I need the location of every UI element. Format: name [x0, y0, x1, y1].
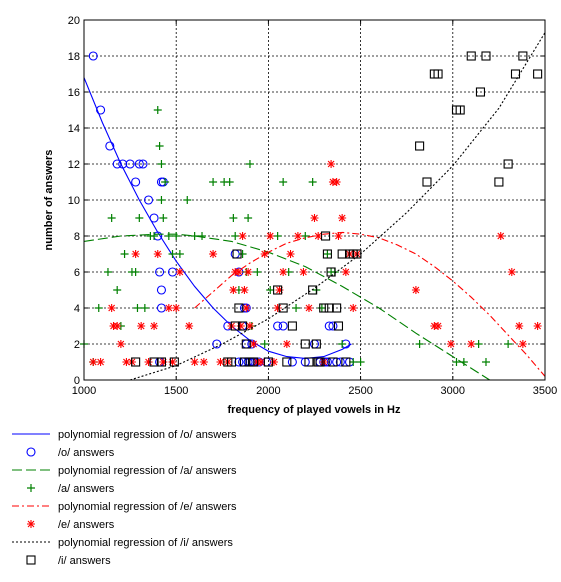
data-point	[275, 286, 283, 294]
data-point	[508, 268, 516, 276]
data-point	[342, 268, 350, 276]
data-point	[240, 286, 248, 294]
data-point	[246, 322, 254, 330]
data-point	[235, 268, 243, 276]
data-point	[165, 304, 173, 312]
data-point	[515, 322, 523, 330]
data-point	[108, 304, 116, 312]
x-tick-label: 1500	[164, 385, 188, 397]
data-point	[270, 358, 278, 366]
data-point	[200, 358, 208, 366]
y-tick-label: 16	[68, 87, 80, 99]
data-point	[250, 340, 258, 348]
y-tick-label: 2	[74, 339, 80, 351]
legend: polynomial regression of /o/ answers/o/ …	[12, 429, 237, 567]
data-point	[237, 322, 245, 330]
legend-item: /i/ answers	[27, 555, 111, 567]
data-point	[89, 358, 97, 366]
data-point	[447, 340, 455, 348]
legend-marker-swatch	[27, 556, 35, 564]
data-point	[534, 322, 542, 330]
data-point	[172, 304, 180, 312]
legend-label: /o/ answers	[58, 447, 115, 459]
data-point	[257, 358, 265, 366]
data-point	[229, 286, 237, 294]
y-tick-label: 0	[74, 375, 80, 387]
y-tick-label: 20	[68, 15, 80, 27]
legend-label: /e/ answers	[58, 519, 115, 531]
data-point	[412, 286, 420, 294]
data-point	[305, 304, 313, 312]
data-point	[334, 232, 342, 240]
data-point	[333, 178, 341, 186]
data-point	[349, 304, 357, 312]
legend-marker-swatch	[27, 520, 35, 528]
data-point	[145, 358, 153, 366]
data-point	[519, 340, 527, 348]
legend-marker-swatch	[27, 448, 35, 456]
data-point	[113, 322, 121, 330]
data-point	[314, 232, 322, 240]
data-point	[279, 268, 287, 276]
legend-label: /i/ answers	[58, 555, 111, 567]
legend-label: /a/ answers	[58, 483, 115, 495]
data-point	[287, 250, 295, 258]
data-point	[137, 322, 145, 330]
legend-item: polynomial regression of /o/ answers	[12, 429, 237, 441]
legend-item: /o/ answers	[27, 447, 115, 459]
legend-label: polynomial regression of /o/ answers	[58, 429, 237, 441]
legend-label: polynomial regression of /a/ answers	[58, 465, 237, 477]
data-point	[311, 214, 319, 222]
data-point	[434, 322, 442, 330]
data-point	[176, 268, 184, 276]
data-point	[338, 214, 346, 222]
y-tick-label: 18	[68, 51, 80, 63]
y-tick-label: 8	[74, 231, 80, 243]
data-point	[209, 250, 217, 258]
x-tick-label: 2000	[256, 385, 280, 397]
data-point	[244, 268, 252, 276]
data-point	[185, 322, 193, 330]
legend-item: polynomial regression of /e/ answers	[12, 501, 237, 513]
data-point	[497, 232, 505, 240]
data-point	[150, 322, 158, 330]
legend-item: polynomial regression of /i/ answers	[12, 537, 233, 549]
y-tick-label: 6	[74, 267, 80, 279]
legend-marker-swatch	[27, 484, 35, 492]
legend-label: polynomial regression of /e/ answers	[58, 501, 237, 513]
legend-item: polynomial regression of /a/ answers	[12, 465, 237, 477]
data-point	[154, 250, 162, 258]
y-axis-label: number of answers	[43, 150, 55, 251]
y-tick-label: 4	[74, 303, 80, 315]
data-point	[294, 232, 302, 240]
data-point	[239, 232, 247, 240]
data-point	[242, 304, 250, 312]
y-tick-label: 10	[68, 195, 80, 207]
data-point	[117, 340, 125, 348]
legend-item: /a/ answers	[27, 483, 115, 495]
y-tick-label: 14	[68, 123, 80, 135]
data-point	[266, 232, 274, 240]
data-point	[191, 358, 199, 366]
legend-label: polynomial regression of /i/ answers	[58, 537, 233, 549]
data-point	[467, 340, 475, 348]
data-point	[132, 250, 140, 258]
x-tick-label: 2500	[348, 385, 372, 397]
data-point	[283, 340, 291, 348]
data-point	[159, 358, 167, 366]
data-point	[169, 358, 177, 366]
data-point	[299, 268, 307, 276]
data-point	[327, 160, 335, 168]
data-point	[261, 250, 269, 258]
x-tick-label: 3500	[533, 385, 557, 397]
legend-item: /e/ answers	[27, 519, 115, 531]
data-point	[216, 358, 224, 366]
data-point	[97, 358, 105, 366]
y-tick-label: 12	[68, 159, 80, 171]
x-axis-label: frequency of played vowels in Hz	[228, 404, 401, 416]
data-point	[274, 304, 282, 312]
x-tick-label: 3000	[441, 385, 465, 397]
